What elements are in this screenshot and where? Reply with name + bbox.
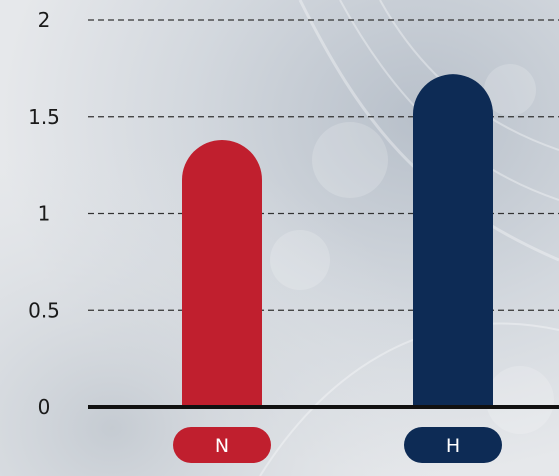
y-tick-label-0: 0 xyxy=(38,395,51,419)
y-tick-label-2: 1 xyxy=(38,202,51,226)
bar-n xyxy=(182,139,262,407)
y-tick-labels: 0 0.5 1 1.5 2 xyxy=(28,8,60,419)
bars xyxy=(182,74,493,408)
category-pill-n xyxy=(173,427,271,463)
category-pill-h xyxy=(404,427,502,463)
bar-h xyxy=(413,74,493,408)
category-label-n: N xyxy=(215,435,229,457)
y-tick-label-3: 1.5 xyxy=(28,105,60,129)
category-label-h: H xyxy=(446,435,460,457)
y-tick-label-1: 0.5 xyxy=(28,298,60,322)
y-tick-label-4: 2 xyxy=(38,8,51,32)
